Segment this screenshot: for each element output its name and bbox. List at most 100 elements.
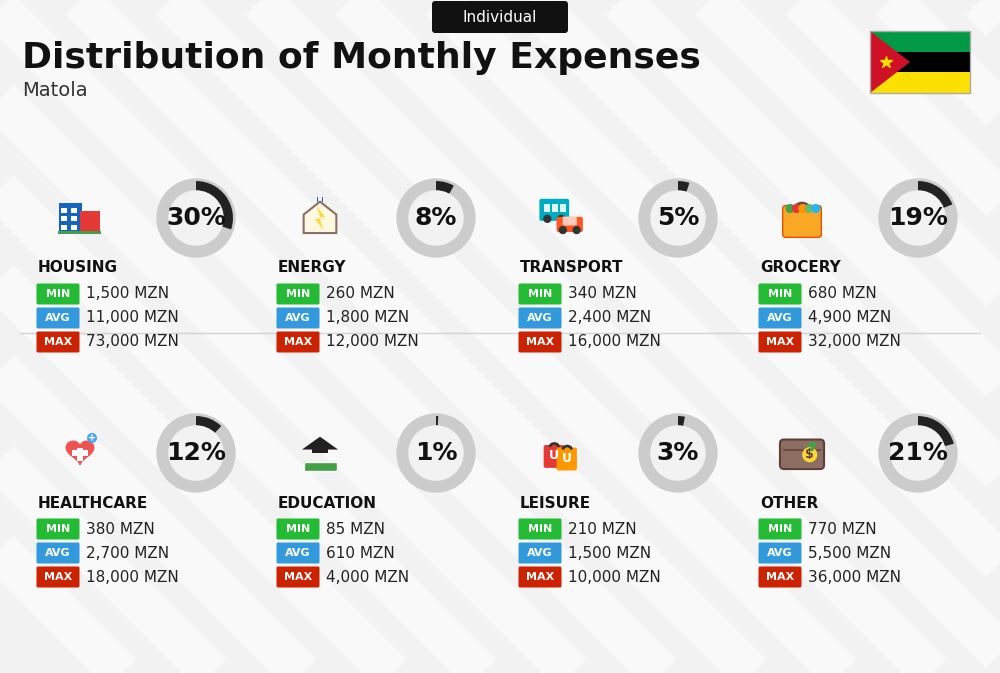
FancyBboxPatch shape (71, 225, 77, 230)
Text: AVG: AVG (45, 548, 71, 558)
FancyBboxPatch shape (557, 217, 583, 232)
Text: Distribution of Monthly Expenses: Distribution of Monthly Expenses (22, 41, 701, 75)
Text: MIN: MIN (768, 289, 792, 299)
FancyBboxPatch shape (276, 332, 320, 353)
Text: 610 MZN: 610 MZN (326, 546, 395, 561)
Wedge shape (918, 416, 954, 446)
Text: AVG: AVG (45, 313, 71, 323)
Text: 680 MZN: 680 MZN (808, 287, 877, 302)
Circle shape (558, 215, 565, 222)
FancyBboxPatch shape (563, 217, 577, 225)
Text: 10,000 MZN: 10,000 MZN (568, 569, 661, 584)
FancyBboxPatch shape (71, 216, 77, 221)
FancyBboxPatch shape (518, 308, 562, 328)
Polygon shape (315, 206, 325, 230)
Text: MIN: MIN (528, 289, 552, 299)
Text: MAX: MAX (766, 337, 794, 347)
FancyBboxPatch shape (518, 542, 562, 563)
Text: MIN: MIN (46, 524, 70, 534)
FancyBboxPatch shape (870, 72, 970, 93)
Text: OTHER: OTHER (760, 495, 818, 511)
Circle shape (409, 426, 463, 480)
FancyBboxPatch shape (59, 203, 82, 234)
Text: MAX: MAX (526, 337, 554, 347)
FancyBboxPatch shape (276, 518, 320, 540)
Text: 30%: 30% (166, 206, 226, 230)
Polygon shape (304, 202, 336, 233)
FancyBboxPatch shape (759, 518, 802, 540)
Text: MAX: MAX (284, 337, 312, 347)
Circle shape (891, 426, 945, 480)
FancyBboxPatch shape (72, 450, 88, 456)
Text: MAX: MAX (44, 572, 72, 582)
FancyBboxPatch shape (276, 567, 320, 588)
FancyBboxPatch shape (518, 567, 562, 588)
Text: MAX: MAX (526, 572, 554, 582)
Text: Individual: Individual (463, 9, 537, 24)
Circle shape (573, 227, 580, 234)
Text: 1%: 1% (415, 441, 457, 465)
FancyBboxPatch shape (36, 283, 80, 304)
Text: LEISURE: LEISURE (520, 495, 591, 511)
FancyBboxPatch shape (317, 197, 318, 202)
Wedge shape (436, 416, 438, 426)
Polygon shape (66, 441, 94, 464)
Text: 1,500 MZN: 1,500 MZN (568, 546, 651, 561)
Text: 8%: 8% (415, 206, 457, 230)
FancyBboxPatch shape (36, 308, 80, 328)
Circle shape (169, 191, 223, 245)
FancyBboxPatch shape (557, 448, 577, 470)
Text: HOUSING: HOUSING (38, 260, 118, 275)
FancyBboxPatch shape (870, 52, 970, 72)
Text: MIN: MIN (286, 289, 310, 299)
Wedge shape (918, 181, 952, 208)
FancyBboxPatch shape (304, 462, 337, 471)
FancyBboxPatch shape (61, 225, 67, 230)
FancyBboxPatch shape (544, 204, 550, 212)
Text: $: $ (805, 448, 814, 461)
FancyBboxPatch shape (544, 445, 564, 468)
Text: MIN: MIN (768, 524, 792, 534)
Text: 770 MZN: 770 MZN (808, 522, 877, 536)
Text: 32,000 MZN: 32,000 MZN (808, 334, 901, 349)
FancyBboxPatch shape (432, 1, 568, 33)
Text: EDUCATION: EDUCATION (278, 495, 377, 511)
Text: AVG: AVG (527, 313, 553, 323)
Text: U: U (562, 452, 572, 464)
Text: MIN: MIN (286, 524, 310, 534)
Text: MAX: MAX (44, 337, 72, 347)
Text: MIN: MIN (46, 289, 70, 299)
FancyBboxPatch shape (304, 463, 336, 471)
Text: 73,000 MZN: 73,000 MZN (86, 334, 179, 349)
FancyBboxPatch shape (80, 211, 100, 234)
FancyBboxPatch shape (276, 308, 320, 328)
FancyBboxPatch shape (36, 542, 80, 563)
Circle shape (88, 433, 96, 442)
Polygon shape (870, 31, 910, 93)
Text: AVG: AVG (527, 548, 553, 558)
Circle shape (812, 205, 820, 213)
FancyBboxPatch shape (518, 283, 562, 304)
Circle shape (409, 191, 463, 245)
FancyBboxPatch shape (36, 518, 80, 540)
Text: 4,000 MZN: 4,000 MZN (326, 569, 409, 584)
Circle shape (793, 205, 800, 213)
FancyBboxPatch shape (759, 283, 802, 304)
Text: Matola: Matola (22, 81, 88, 100)
Circle shape (799, 205, 807, 213)
Text: MAX: MAX (284, 572, 312, 582)
FancyBboxPatch shape (560, 204, 566, 212)
FancyBboxPatch shape (759, 308, 802, 328)
FancyBboxPatch shape (71, 208, 77, 213)
FancyBboxPatch shape (759, 567, 802, 588)
FancyBboxPatch shape (780, 439, 824, 469)
FancyBboxPatch shape (58, 232, 101, 234)
FancyBboxPatch shape (312, 449, 328, 453)
Text: TRANSPORT: TRANSPORT (520, 260, 624, 275)
Text: 260 MZN: 260 MZN (326, 287, 395, 302)
FancyBboxPatch shape (518, 518, 562, 540)
Wedge shape (678, 181, 689, 192)
FancyBboxPatch shape (759, 542, 802, 563)
Circle shape (544, 215, 551, 222)
Text: 2,700 MZN: 2,700 MZN (86, 546, 169, 561)
